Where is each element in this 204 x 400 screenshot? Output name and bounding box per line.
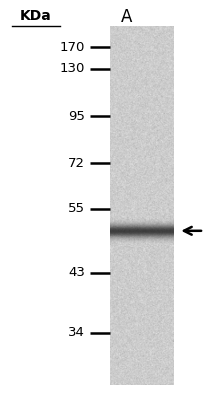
Text: 55: 55: [68, 202, 85, 215]
Text: 34: 34: [68, 326, 85, 339]
Text: 72: 72: [68, 157, 85, 170]
Text: KDa: KDa: [20, 9, 51, 23]
Text: 130: 130: [59, 62, 85, 75]
Text: 170: 170: [59, 41, 85, 54]
Text: A: A: [120, 8, 131, 26]
Text: 43: 43: [68, 266, 85, 279]
Text: 95: 95: [68, 110, 85, 122]
